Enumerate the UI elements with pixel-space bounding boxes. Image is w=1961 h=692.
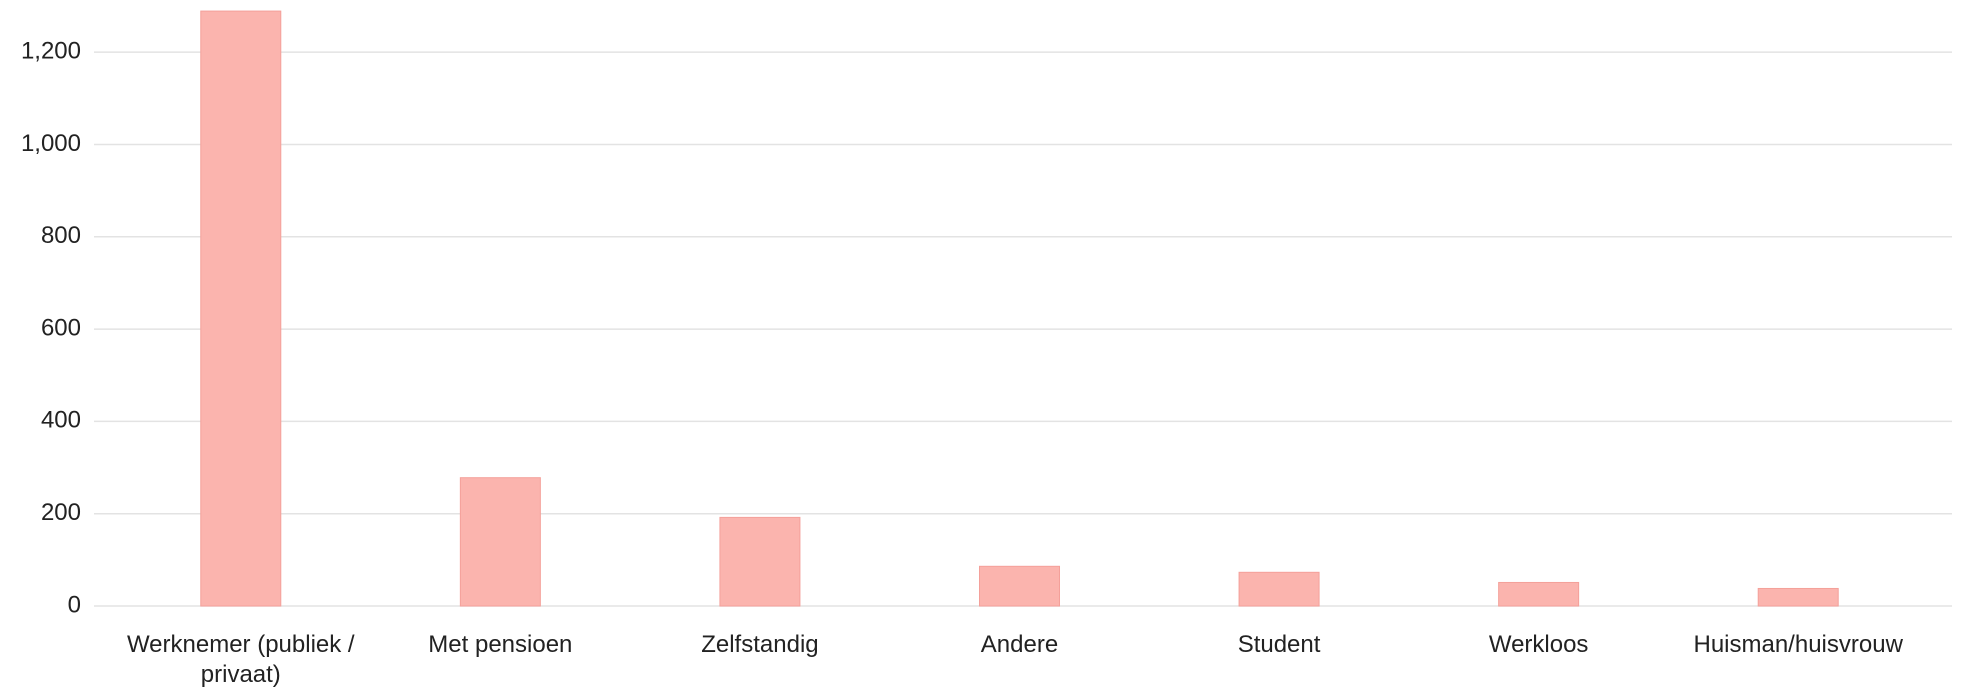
y-tick-label: 800 bbox=[41, 222, 81, 249]
bar bbox=[1238, 571, 1320, 607]
y-tick-label: 600 bbox=[41, 314, 81, 341]
y-tick-label: 400 bbox=[41, 407, 81, 434]
x-tick-label: Student bbox=[1237, 631, 1321, 658]
bar bbox=[200, 10, 282, 607]
bar bbox=[459, 477, 541, 607]
x-tick-label: Met pensioen bbox=[428, 631, 573, 658]
x-tick-label: Werknemer (publiek / privaat) bbox=[126, 631, 355, 688]
bar bbox=[719, 516, 801, 607]
y-tick-label: 1,200 bbox=[21, 37, 81, 64]
bar bbox=[1757, 587, 1839, 607]
x-tick-label: Werkloos bbox=[1488, 631, 1589, 658]
x-tick-label: Huisman/huisvrouw bbox=[1693, 631, 1903, 658]
bar bbox=[979, 565, 1060, 607]
y-tick-label: 200 bbox=[41, 499, 81, 526]
bar bbox=[1498, 581, 1580, 607]
x-tick-label: Andere bbox=[980, 631, 1059, 658]
y-tick-label: 0 bbox=[68, 591, 81, 618]
y-tick-label: 1,000 bbox=[21, 130, 81, 157]
x-tick-label: Zelfstandig bbox=[701, 631, 819, 658]
